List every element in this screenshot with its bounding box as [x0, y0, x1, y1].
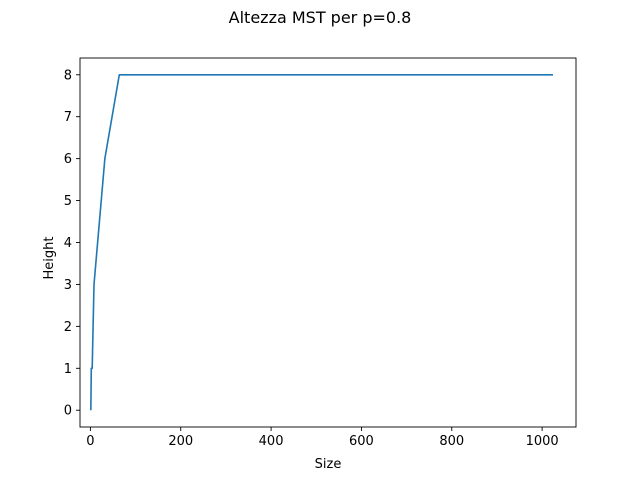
y-tick-label: 3	[64, 278, 72, 293]
x-axis-ticks: 0 200 400 600 800 1000	[86, 427, 559, 449]
y-axis-label: Height	[42, 237, 57, 280]
x-tick-label: 600	[349, 434, 374, 449]
y-tick-label: 6	[64, 152, 72, 167]
x-tick-label: 400	[259, 434, 284, 449]
plot-frame	[79, 57, 577, 428]
y-tick-label: 4	[64, 236, 72, 251]
y-tick-label: 1	[64, 362, 72, 377]
x-tick-label: 200	[168, 434, 193, 449]
y-tick-label: 0	[64, 404, 72, 419]
y-tick-label: 5	[64, 194, 72, 209]
y-axis-ticks: 0 1 2 3 4 5 6 7 8	[64, 68, 80, 419]
series-line-0	[90, 73, 553, 411]
x-tick-label: 1000	[526, 434, 559, 449]
chart-title: Altezza MST per p=0.8	[229, 8, 412, 27]
y-tick-label: 2	[64, 320, 72, 335]
y-tick-label: 8	[64, 68, 72, 83]
x-axis-label: Size	[315, 457, 342, 472]
y-tick-label: 7	[64, 110, 72, 125]
plot-area	[79, 57, 577, 428]
x-tick-label: 800	[439, 434, 464, 449]
x-tick-label: 0	[86, 434, 94, 449]
